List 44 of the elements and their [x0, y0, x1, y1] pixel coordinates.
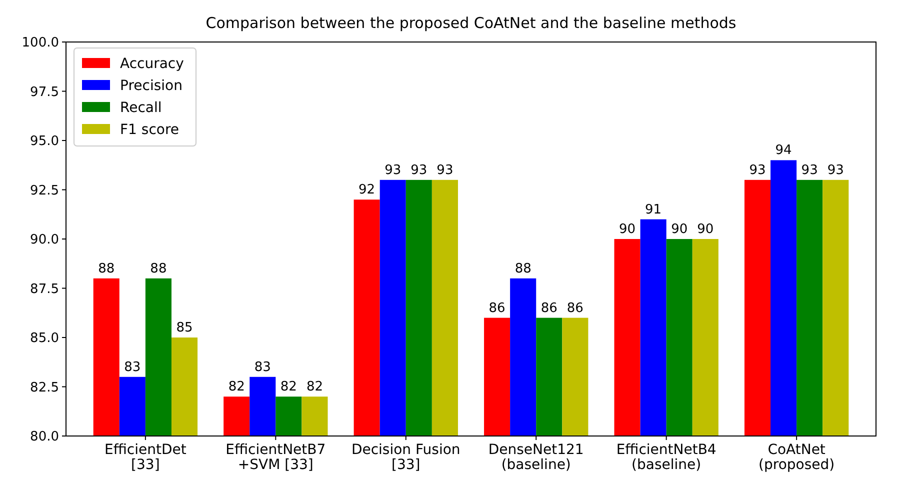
- data-label: 82: [228, 380, 245, 395]
- data-label: 86: [488, 300, 506, 316]
- y-tick-label: 90.0: [30, 232, 59, 248]
- chart-title: Comparison between the proposed CoAtNet and the baseline methods: [206, 14, 736, 32]
- y-tick-label: 80.0: [30, 430, 59, 445]
- y-tick-label: 87.5: [30, 282, 59, 297]
- data-label: 88: [514, 261, 532, 276]
- x-tick-label: EfficientNetB4 (baseline): [616, 442, 716, 473]
- x-tick-label: CoAtNet (proposed): [758, 442, 835, 473]
- x-tick-label: EfficientNetB7 +SVM [33]: [226, 442, 326, 473]
- data-label: 93: [410, 162, 428, 178]
- data-label: 82: [280, 380, 297, 395]
- data-label: 88: [98, 261, 115, 276]
- y-tick-label: 92.5: [30, 183, 59, 198]
- y-tick-label: 97.5: [30, 84, 59, 100]
- y-tick-label: 100.0: [22, 36, 59, 51]
- legend-label: Precision: [120, 78, 182, 94]
- x-tick-label: DenseNet121 (baseline): [488, 442, 584, 473]
- y-tick-label: 95.0: [30, 134, 59, 150]
- x-tick-label: EfficientDet [33]: [104, 442, 187, 473]
- legend-label: Accuracy: [120, 56, 184, 72]
- data-label: 91: [645, 202, 662, 218]
- y-tick-label: 85.0: [30, 331, 59, 346]
- data-label: 93: [384, 162, 402, 178]
- y-tick-label: 82.5: [30, 380, 59, 396]
- data-label: 90: [618, 222, 636, 237]
- data-label: 86: [566, 300, 584, 316]
- data-label: 82: [306, 380, 324, 395]
- data-label: 92: [358, 182, 376, 198]
- legend-label: F1 score: [120, 122, 180, 138]
- data-label: 83: [124, 360, 141, 375]
- data-label: 93: [801, 162, 818, 178]
- data-label: 88: [150, 261, 167, 276]
- data-label: 94: [775, 143, 792, 158]
- data-label: 90: [671, 222, 688, 237]
- data-label: 93: [749, 162, 766, 178]
- data-label: 90: [697, 222, 714, 237]
- legend-label: Recall: [120, 100, 162, 116]
- data-label: 86: [540, 300, 558, 316]
- x-tick-label: Decision Fusion [33]: [351, 442, 460, 473]
- data-label: 93: [827, 162, 844, 178]
- data-label: 85: [176, 320, 193, 336]
- data-label: 83: [254, 360, 271, 375]
- data-label: 93: [436, 162, 454, 178]
